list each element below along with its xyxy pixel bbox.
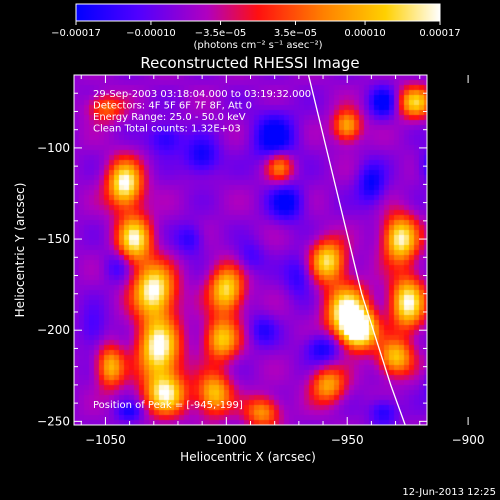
y-axis-tick-labels: −100 −150 −200 −250 — [37, 141, 70, 428]
y-axis-ticks — [74, 92, 427, 422]
annotation-line: 29-Sep-2003 03:18:04.000 to 03:19:32.000 — [93, 89, 311, 100]
heatmap-image — [74, 75, 427, 425]
annotation-block: 29-Sep-2003 03:18:04.000 to 03:19:32.000… — [93, 89, 311, 135]
y-tick-label: −100 — [37, 141, 70, 155]
peak-position-label: Position of Peak = [-945,-199] — [93, 400, 243, 411]
colorbar-ticks — [75, 21, 441, 25]
colorbar-tick-labels: −0.00017 −0.00010 −3.5e−05 3.5e−05 0.00010 0.… — [51, 28, 461, 39]
x-axis-ticks — [80, 75, 469, 425]
colorbar-tick-label: −0.00010 — [126, 28, 176, 39]
plot-area — [73, 74, 469, 426]
annotation-line: Detectors: 4F 5F 6F 7F 8F, Att 0 — [93, 101, 252, 112]
colorbar-unit-label: (photons cm⁻² s⁻¹ asec⁻²) — [193, 40, 322, 51]
colorbar-tick-label: 3.5e−05 — [274, 28, 317, 39]
x-axis-tick-labels: −1050 −1000 −950 −900 — [85, 433, 484, 447]
colorbar — [75, 3, 441, 22]
y-tick-label: −150 — [37, 232, 70, 246]
x-tick-label: −1000 — [206, 433, 247, 447]
colorbar-tick-label: −3.5e−05 — [195, 28, 247, 39]
annotation-line: Energy Range: 25.0 - 50.0 keV — [93, 112, 246, 123]
colorbar-tick-label: 0.00010 — [344, 28, 385, 39]
annotation-line: Clean Total counts: 1.32E+03 — [93, 124, 241, 135]
x-axis-label: Heliocentric X (arcsec) — [180, 450, 316, 464]
y-axis-label: Heliocentric Y (arcsec) — [13, 183, 27, 318]
x-tick-label: −950 — [331, 433, 364, 447]
solar-limb-line — [307, 75, 406, 425]
x-tick-label: −1050 — [85, 433, 126, 447]
x-tick-label: −900 — [452, 433, 485, 447]
colorbar-tick-label: −0.00017 — [51, 28, 101, 39]
colorbar-tick-label: 0.00017 — [419, 28, 460, 39]
footer-date: 12-Jun-2013 12:25 — [402, 487, 496, 498]
y-tick-label: −200 — [37, 323, 70, 337]
chart-title: Reconstructed RHESSI Image — [140, 54, 359, 72]
y-tick-label: −250 — [37, 414, 70, 428]
